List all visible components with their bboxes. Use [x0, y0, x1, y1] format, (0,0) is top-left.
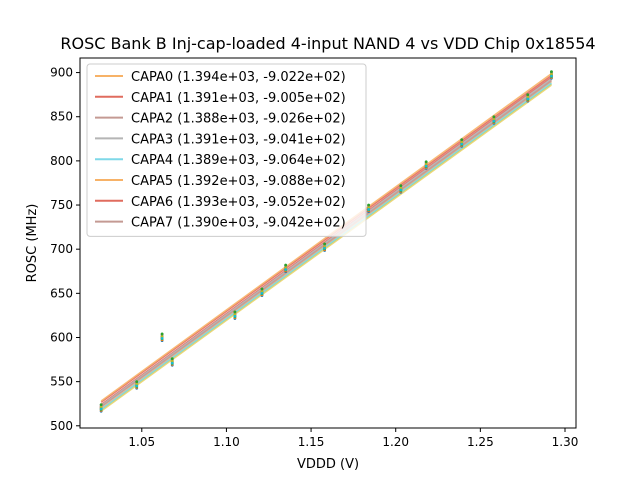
- y-tick-label: 750: [50, 198, 73, 212]
- data-point: [233, 314, 237, 318]
- y-tick-label: 800: [50, 154, 73, 168]
- data-points: [99, 70, 553, 413]
- y-tick-label: 700: [50, 242, 73, 256]
- data-point: [160, 332, 164, 336]
- x-axis-ticks: 1.05 1.10 1.15 1.20 1.25 1.30: [128, 428, 578, 449]
- data-point: [260, 291, 264, 295]
- x-tick-label: 1.25: [467, 435, 494, 449]
- fit-lines: [100, 72, 552, 412]
- legend: CAPA0 (1.394e+03, -9.022e+02) CAPA1 (1.39…: [86, 63, 367, 237]
- fit-line: [100, 80, 552, 408]
- data-point: [492, 115, 496, 119]
- data-point: [399, 188, 403, 192]
- legend-entry: CAPA4 (1.389e+03, -9.064e+02): [131, 153, 346, 168]
- data-point: [424, 160, 428, 164]
- plot-frame: [79, 57, 577, 429]
- fit-line: [100, 74, 552, 403]
- x-tick-label: 1.15: [298, 435, 325, 449]
- data-point: [99, 403, 103, 406]
- data-point: [99, 407, 103, 411]
- data-point: [284, 263, 288, 267]
- data-point: [367, 208, 371, 211]
- data-point: [323, 242, 327, 246]
- y-tick-label: 600: [50, 330, 73, 344]
- y-axis-label: ROSC (MHz): [25, 204, 40, 283]
- data-point: [399, 184, 403, 188]
- fit-line: [100, 82, 552, 410]
- legend-entry: CAPA7 (1.390e+03, -9.042e+02): [131, 216, 346, 231]
- data-point: [284, 268, 288, 271]
- data-point: [135, 384, 139, 388]
- fit-line: [100, 72, 552, 402]
- legend-entry: CAPA5 (1.392e+03, -9.088e+02): [131, 174, 346, 189]
- x-tick-label: 1.10: [213, 435, 240, 449]
- x-axis-label: VDDD (V): [297, 457, 359, 472]
- y-tick-label: 900: [50, 66, 73, 80]
- data-point: [170, 357, 174, 361]
- legend-entry: CAPA6 (1.393e+03, -9.052e+02): [131, 195, 346, 210]
- data-point: [260, 287, 264, 291]
- legend-entry: CAPA0 (1.394e+03, -9.022e+02): [131, 70, 346, 85]
- data-point: [492, 119, 496, 123]
- data-point: [233, 310, 237, 314]
- data-point: [460, 142, 464, 146]
- y-tick-label: 500: [50, 419, 73, 433]
- x-tick-label: 1.05: [128, 435, 155, 449]
- data-point: [323, 246, 327, 250]
- data-point: [424, 164, 428, 168]
- fit-line: [100, 78, 552, 407]
- data-point: [160, 336, 164, 340]
- y-axis-ticks: 500 550 600 650 700 750 800 850 900: [50, 66, 80, 433]
- data-point: [460, 138, 464, 142]
- legend-entry: CAPA1 (1.391e+03, -9.005e+02): [131, 91, 346, 106]
- legend-entry: CAPA2 (1.388e+03, -9.026e+02): [131, 112, 346, 127]
- legend-entry: CAPA3 (1.391e+03, -9.041e+02): [131, 132, 346, 147]
- chart-title: ROSC Bank B Inj-cap-loaded 4-input NAND …: [60, 34, 595, 53]
- data-point: [367, 203, 371, 207]
- x-tick-label: 1.20: [382, 435, 409, 449]
- data-point: [550, 70, 553, 74]
- data-point: [526, 93, 530, 97]
- y-tick-label: 850: [50, 110, 73, 124]
- y-tick-label: 550: [50, 375, 73, 389]
- fit-line: [100, 84, 552, 412]
- x-tick-label: 1.30: [552, 435, 579, 449]
- data-point: [170, 361, 174, 365]
- data-point: [135, 380, 139, 384]
- y-tick-label: 650: [50, 286, 73, 300]
- legend-box: [86, 63, 367, 237]
- data-point: [526, 97, 530, 101]
- data-point: [550, 74, 553, 78]
